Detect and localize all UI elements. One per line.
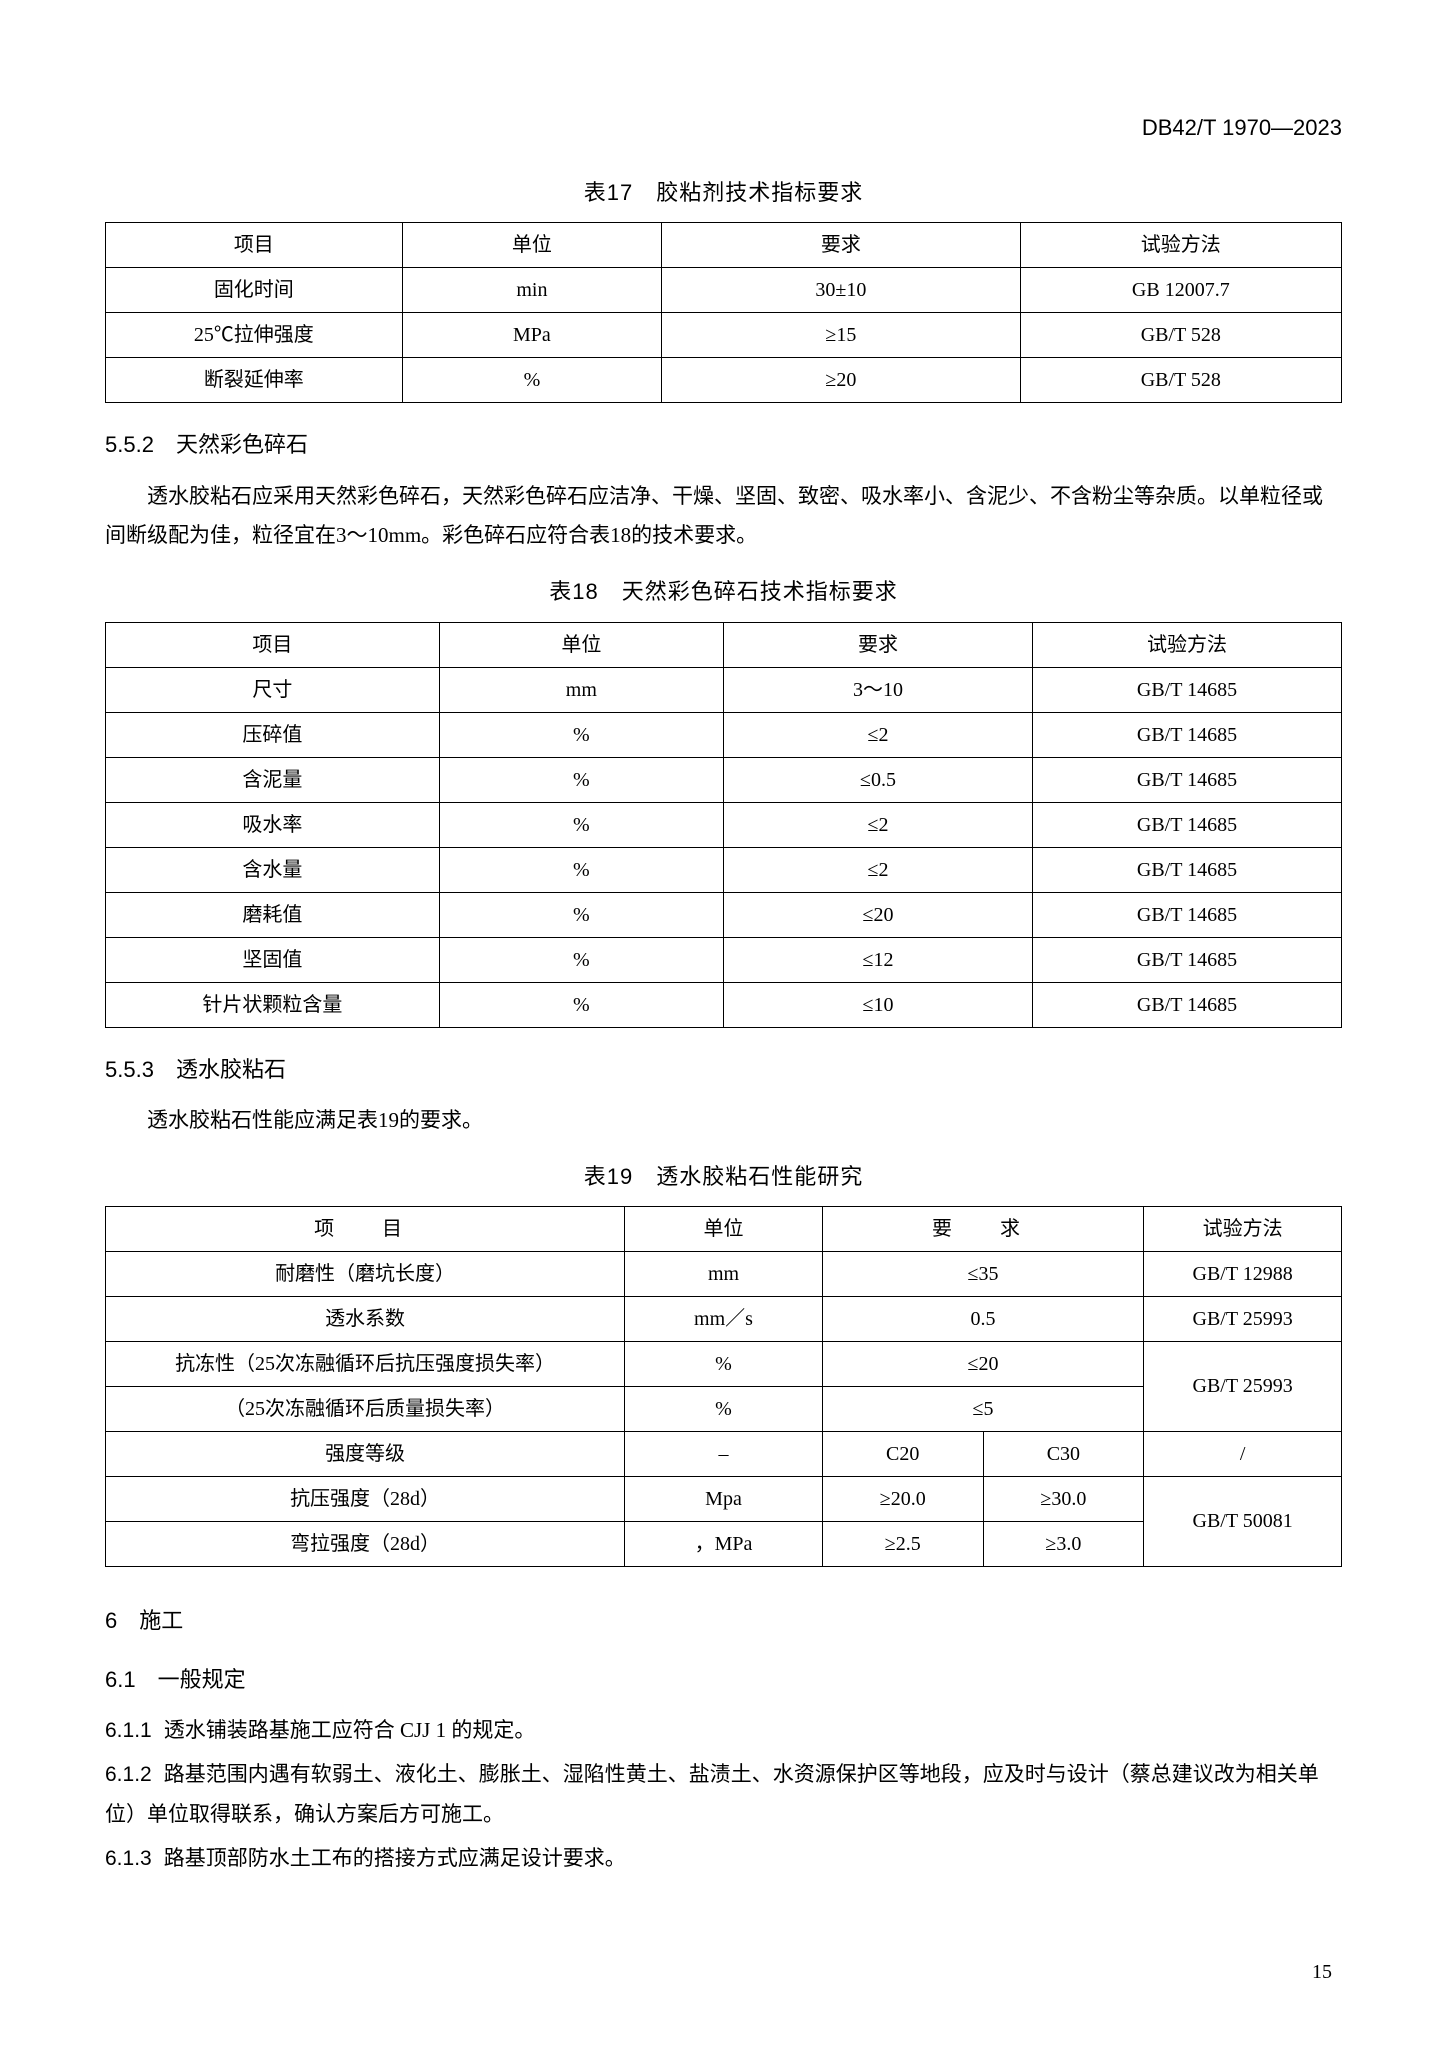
table-row: 坚固值%≤12GB/T 14685 [106, 937, 1342, 982]
table-header-row: 项 目 单位 要 求 试验方法 [106, 1206, 1342, 1251]
col-header: 要求 [723, 622, 1032, 667]
heading-num: 5.5.3 [105, 1057, 154, 1082]
heading-title: 透水胶粘石 [176, 1057, 286, 1082]
col-header: 要 求 [822, 1206, 1143, 1251]
col-header: 试验方法 [1144, 1206, 1342, 1251]
table-row: 针片状颗粒含量%≤10GB/T 14685 [106, 982, 1342, 1027]
para-553: 透水胶粘石性能应满足表19的要求。 [105, 1101, 1342, 1141]
table17: 项目 单位 要求 试验方法 固化时间min30±10GB 12007.7 25℃… [105, 222, 1342, 403]
clause-611: 6.1.1透水铺装路基施工应符合 CJJ 1 的规定。 [105, 1711, 1342, 1751]
clause-613: 6.1.3路基顶部防水土工布的搭接方式应满足设计要求。 [105, 1839, 1342, 1879]
table-row: 耐磨性（磨坑长度）mm≤35GB/T 12988 [106, 1251, 1342, 1296]
heading-num: 6.1 [105, 1667, 136, 1692]
col-header: 要求 [662, 223, 1020, 268]
table-row: 25℃拉伸强度MPa≥15GB/T 528 [106, 313, 1342, 358]
document-code: DB42/T 1970—2023 [105, 110, 1342, 145]
table-row: 透水系数mm／s0.5GB/T 25993 [106, 1296, 1342, 1341]
table-row: 断裂延伸率%≥20GB/T 528 [106, 358, 1342, 403]
col-header: 试验方法 [1032, 622, 1341, 667]
heading-num: 5.5.2 [105, 432, 154, 457]
table-row: 含泥量%≤0.5GB/T 14685 [106, 757, 1342, 802]
col-header: 项 目 [106, 1206, 625, 1251]
heading-6: 6 施工 [105, 1603, 1342, 1638]
col-header: 单位 [439, 622, 723, 667]
table-row: 强度等级–C20C30/ [106, 1431, 1342, 1476]
table18: 项目 单位 要求 试验方法 尺寸mm3～10GB/T 14685 压碎值%≤2G… [105, 622, 1342, 1028]
col-header: 项目 [106, 622, 440, 667]
heading-552: 5.5.2 天然彩色碎石 [105, 427, 1342, 462]
heading-title: 一般规定 [158, 1667, 246, 1692]
col-header: 试验方法 [1020, 223, 1341, 268]
table-header-row: 项目 单位 要求 试验方法 [106, 223, 1342, 268]
table17-caption: 表17 胶粘剂技术指标要求 [105, 175, 1342, 210]
table-row: 固化时间min30±10GB 12007.7 [106, 268, 1342, 313]
table-row: 压碎值%≤2GB/T 14685 [106, 712, 1342, 757]
para-552: 透水胶粘石应采用天然彩色碎石，天然彩色碎石应洁净、干燥、坚固、致密、吸水率小、含… [105, 477, 1342, 557]
table-row: 抗冻性（25次冻融循环后抗压强度损失率）%≤20GB/T 25993 [106, 1341, 1342, 1386]
col-header: 单位 [402, 223, 662, 268]
table-row: 尺寸mm3～10GB/T 14685 [106, 667, 1342, 712]
table-header-row: 项目 单位 要求 试验方法 [106, 622, 1342, 667]
col-header: 项目 [106, 223, 403, 268]
page-number: 15 [1312, 1956, 1332, 1988]
clause-612: 6.1.2路基范围内遇有软弱土、液化土、膨胀土、湿陷性黄土、盐渍土、水资源保护区… [105, 1755, 1342, 1835]
table19-caption: 表19 透水胶粘石性能研究 [105, 1159, 1342, 1194]
heading-num: 6 [105, 1608, 117, 1633]
heading-title: 施工 [139, 1608, 183, 1633]
table-row: 含水量%≤2GB/T 14685 [106, 847, 1342, 892]
table-row: 吸水率%≤2GB/T 14685 [106, 802, 1342, 847]
heading-title: 天然彩色碎石 [176, 432, 308, 457]
heading-553: 5.5.3 透水胶粘石 [105, 1052, 1342, 1087]
table18-caption: 表18 天然彩色碎石技术指标要求 [105, 574, 1342, 609]
heading-61: 6.1 一般规定 [105, 1662, 1342, 1697]
col-header: 单位 [625, 1206, 823, 1251]
table19: 项 目 单位 要 求 试验方法 耐磨性（磨坑长度）mm≤35GB/T 12988… [105, 1206, 1342, 1567]
table-row: 抗压强度（28d）Mpa≥20.0≥30.0GB/T 50081 [106, 1476, 1342, 1521]
table-row: 磨耗值%≤20GB/T 14685 [106, 892, 1342, 937]
